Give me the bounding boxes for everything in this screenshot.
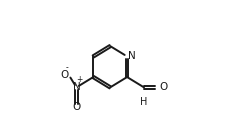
Text: O: O xyxy=(60,70,68,80)
Text: N: N xyxy=(72,82,80,92)
Text: +: + xyxy=(76,75,82,84)
Text: N: N xyxy=(128,51,135,61)
Text: O: O xyxy=(72,102,80,112)
Text: H: H xyxy=(140,97,147,107)
Text: -: - xyxy=(65,63,68,72)
Text: O: O xyxy=(158,82,166,92)
